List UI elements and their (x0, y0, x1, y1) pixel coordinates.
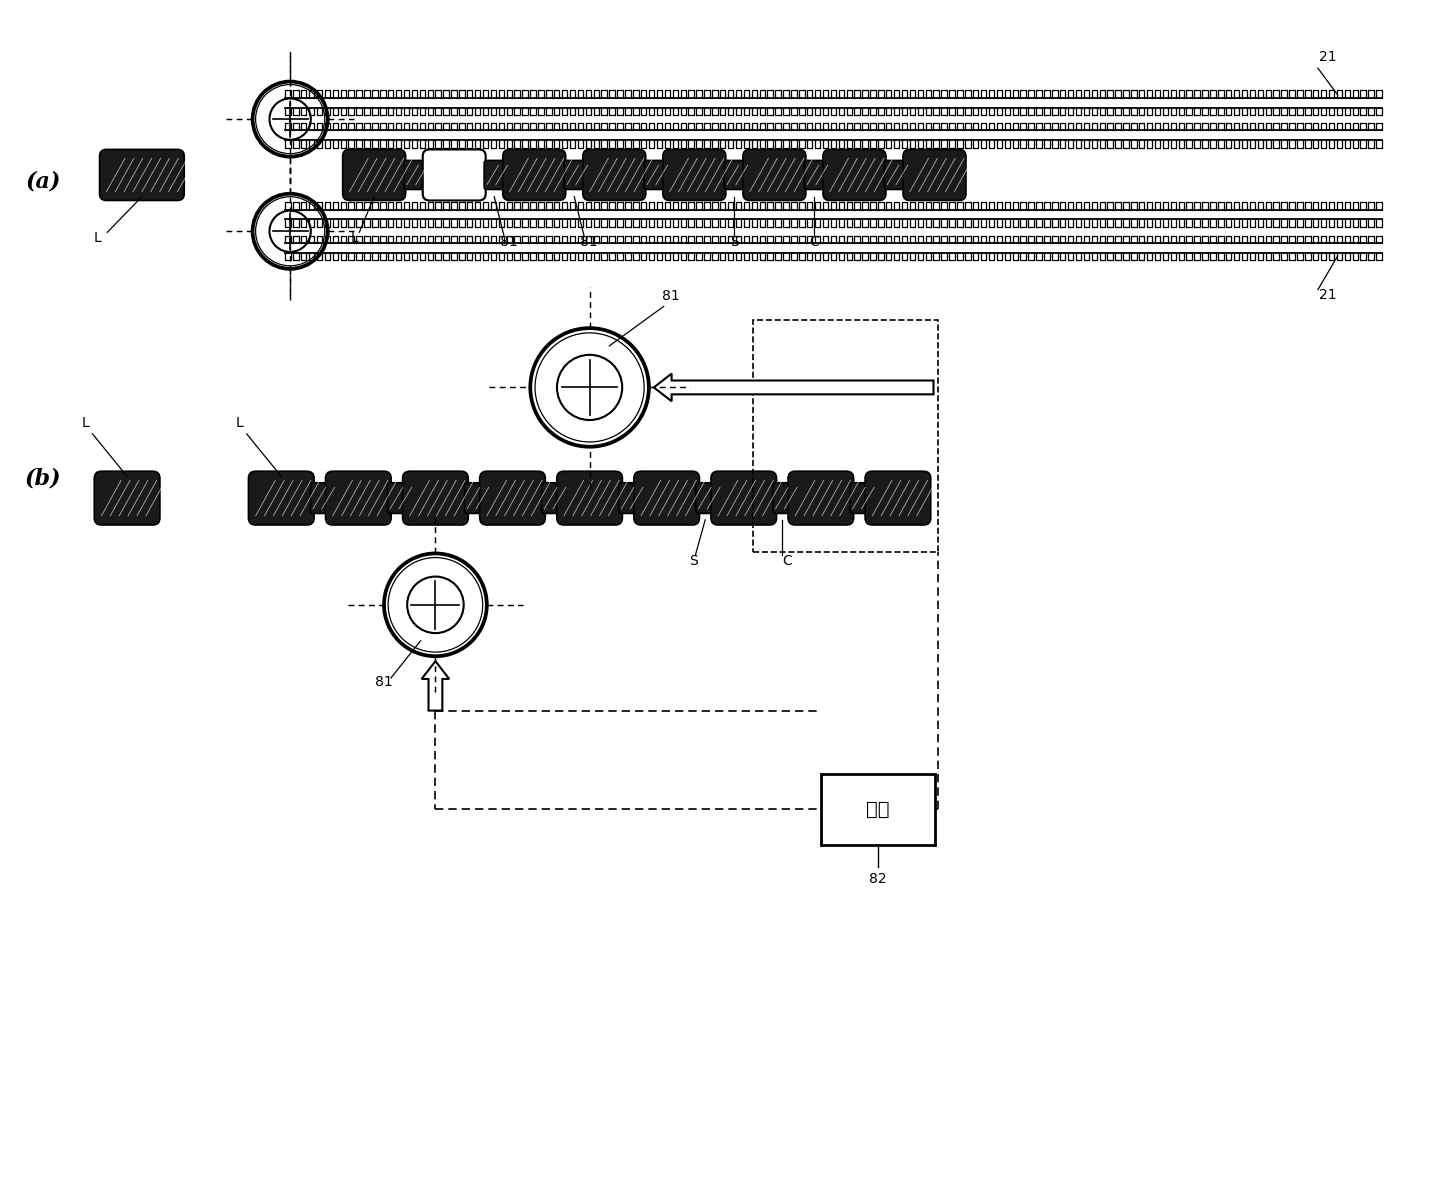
FancyBboxPatch shape (403, 161, 424, 189)
FancyBboxPatch shape (619, 482, 638, 513)
Bar (753, 320, 938, 552)
FancyBboxPatch shape (711, 472, 777, 525)
FancyBboxPatch shape (542, 482, 561, 513)
Text: 21: 21 (1319, 288, 1336, 303)
FancyBboxPatch shape (865, 472, 931, 525)
Text: 81: 81 (662, 290, 680, 304)
Text: 电源: 电源 (866, 800, 889, 819)
Text: 21: 21 (1319, 51, 1336, 64)
FancyBboxPatch shape (645, 161, 664, 189)
FancyBboxPatch shape (633, 472, 700, 525)
FancyBboxPatch shape (503, 149, 565, 201)
Text: C: C (810, 235, 820, 249)
FancyBboxPatch shape (388, 482, 406, 513)
FancyBboxPatch shape (583, 149, 646, 201)
FancyBboxPatch shape (249, 472, 314, 525)
FancyBboxPatch shape (743, 149, 805, 201)
Polygon shape (422, 661, 450, 710)
Text: S: S (730, 235, 739, 249)
FancyBboxPatch shape (564, 161, 584, 189)
Bar (821, 774, 936, 845)
Text: 81: 81 (375, 675, 393, 689)
FancyBboxPatch shape (724, 161, 745, 189)
FancyBboxPatch shape (480, 472, 545, 525)
FancyBboxPatch shape (325, 472, 392, 525)
FancyBboxPatch shape (311, 482, 330, 513)
Text: (b): (b) (25, 467, 61, 489)
FancyBboxPatch shape (696, 482, 714, 513)
FancyBboxPatch shape (788, 472, 853, 525)
FancyBboxPatch shape (464, 482, 483, 513)
FancyBboxPatch shape (343, 149, 406, 201)
FancyBboxPatch shape (557, 472, 622, 525)
Text: L: L (350, 232, 359, 245)
FancyBboxPatch shape (850, 482, 869, 513)
FancyBboxPatch shape (422, 149, 486, 201)
Text: S: S (688, 554, 698, 569)
FancyBboxPatch shape (885, 161, 905, 189)
FancyBboxPatch shape (402, 472, 469, 525)
Text: 81: 81 (580, 235, 599, 249)
Text: 81: 81 (500, 235, 518, 249)
FancyBboxPatch shape (772, 482, 792, 513)
Text: L: L (82, 416, 90, 430)
FancyBboxPatch shape (823, 149, 886, 201)
Text: L: L (236, 416, 243, 430)
FancyBboxPatch shape (804, 161, 824, 189)
Polygon shape (654, 374, 934, 401)
FancyBboxPatch shape (662, 149, 726, 201)
Text: C: C (782, 554, 792, 569)
Text: (a): (a) (26, 171, 61, 193)
FancyBboxPatch shape (94, 472, 161, 525)
Text: L: L (94, 232, 101, 245)
Text: 82: 82 (869, 871, 886, 885)
FancyBboxPatch shape (100, 149, 184, 201)
FancyBboxPatch shape (902, 149, 966, 201)
FancyBboxPatch shape (484, 161, 505, 189)
